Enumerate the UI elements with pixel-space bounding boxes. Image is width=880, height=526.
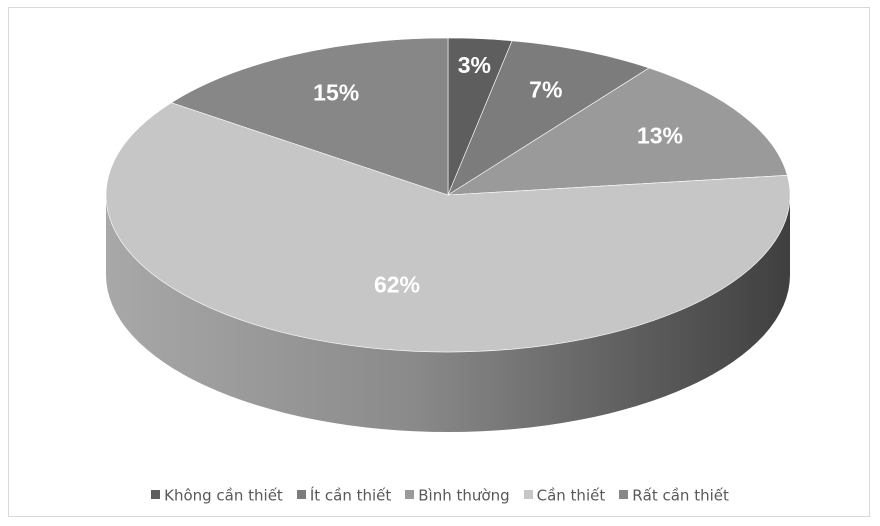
legend-swatch bbox=[523, 490, 533, 500]
data-label-can-thiet: 62% bbox=[374, 271, 420, 297]
legend-item-khong-can-thiet: Không cần thiết bbox=[151, 486, 283, 505]
legend-item-it-can-thiet: Ít cần thiết bbox=[296, 486, 392, 505]
data-label-rat-can-thiet: 15% bbox=[313, 79, 359, 105]
data-label-khong-can-thiet: 3% bbox=[458, 52, 491, 78]
legend-swatch bbox=[151, 490, 161, 500]
data-label-it-can-thiet: 7% bbox=[529, 76, 562, 102]
pie-data-labels: 3% 7% 13% 62% 15% bbox=[313, 52, 683, 297]
legend-label: Rất cần thiết bbox=[632, 486, 729, 505]
legend-label: Bình thường bbox=[418, 486, 510, 505]
legend-swatch bbox=[619, 490, 629, 500]
legend-item-can-thiet: Cần thiết bbox=[523, 486, 606, 505]
legend-item-rat-can-thiet: Rất cần thiết bbox=[619, 486, 729, 505]
legend-label: Không cần thiết bbox=[164, 486, 283, 505]
pie-chart: 3% 7% 13% 62% 15% bbox=[105, 37, 791, 432]
pie-slice-can-thiet bbox=[105, 102, 791, 353]
legend-label: Ít cần thiết bbox=[309, 486, 392, 505]
pie-side-wall bbox=[106, 195, 790, 432]
legend-swatch bbox=[296, 490, 306, 500]
legend-swatch bbox=[405, 490, 415, 500]
pie-slice-it-can-thiet bbox=[447, 40, 650, 196]
data-label-binh-thuong: 13% bbox=[637, 123, 683, 149]
pie-side-wall-surface bbox=[106, 195, 790, 432]
legend-item-binh-thuong: Bình thường bbox=[405, 486, 510, 505]
pie-slice-rat-can-thiet bbox=[170, 37, 449, 196]
pie-slice-binh-thuong bbox=[446, 67, 788, 196]
legend: Không cần thiết Ít cần thiết Bình thường Cầ… bbox=[0, 486, 880, 505]
legend-label: Cần thiết bbox=[536, 486, 606, 505]
pie-slices bbox=[105, 37, 791, 353]
